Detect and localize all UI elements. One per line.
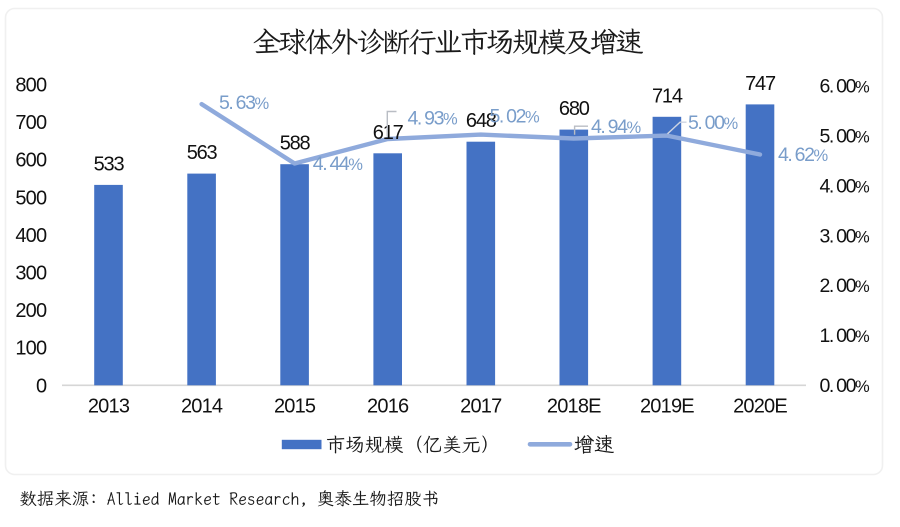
svg-text:2020E: 2020E: [733, 396, 787, 418]
svg-text:5.00%: 5. 00%: [688, 112, 738, 134]
svg-text:2019E: 2019E: [640, 396, 694, 418]
svg-text:800: 800: [15, 75, 47, 97]
svg-text:1.00%: 1. 00%: [820, 325, 870, 347]
svg-text:2013: 2013: [88, 396, 130, 418]
svg-text:0.00%: 0. 00%: [820, 375, 870, 397]
svg-text:714: 714: [652, 85, 683, 107]
svg-text:500: 500: [15, 187, 47, 209]
svg-text:4.94%: 4. 94%: [591, 116, 641, 138]
svg-text:533: 533: [94, 153, 125, 175]
svg-text:200: 200: [15, 300, 47, 322]
svg-text:600: 600: [15, 150, 47, 172]
svg-text:680: 680: [559, 98, 590, 120]
svg-text:2.00%: 2. 00%: [820, 275, 870, 297]
svg-text:300: 300: [15, 263, 47, 285]
svg-text:2016: 2016: [367, 396, 409, 418]
svg-text:3.00%: 3. 00%: [820, 225, 870, 247]
svg-text:2015: 2015: [274, 396, 316, 418]
svg-text:5.00%: 5. 00%: [820, 125, 870, 147]
svg-text:400: 400: [15, 225, 47, 247]
svg-text:2014: 2014: [181, 396, 223, 418]
svg-text:588: 588: [280, 133, 311, 155]
svg-text:4.62%: 4. 62%: [778, 144, 828, 166]
svg-text:648: 648: [466, 110, 497, 132]
svg-text:4.00%: 4. 00%: [820, 175, 870, 197]
svg-text:6.00%: 6. 00%: [820, 75, 870, 97]
svg-text:563: 563: [187, 142, 218, 164]
svg-text:0: 0: [36, 375, 47, 397]
svg-text:4.44%: 4. 44%: [313, 153, 363, 175]
svg-text:4.93%: 4. 93%: [408, 108, 458, 130]
svg-text:5.63%: 5. 63%: [219, 92, 269, 114]
svg-text:617: 617: [373, 122, 404, 144]
svg-text:5.02%: 5. 02%: [490, 106, 540, 128]
svg-text:100: 100: [15, 338, 47, 360]
svg-text:2017: 2017: [460, 396, 502, 418]
svg-text:2018E: 2018E: [547, 396, 601, 418]
svg-text:700: 700: [15, 112, 47, 134]
svg-text:747: 747: [745, 73, 776, 95]
